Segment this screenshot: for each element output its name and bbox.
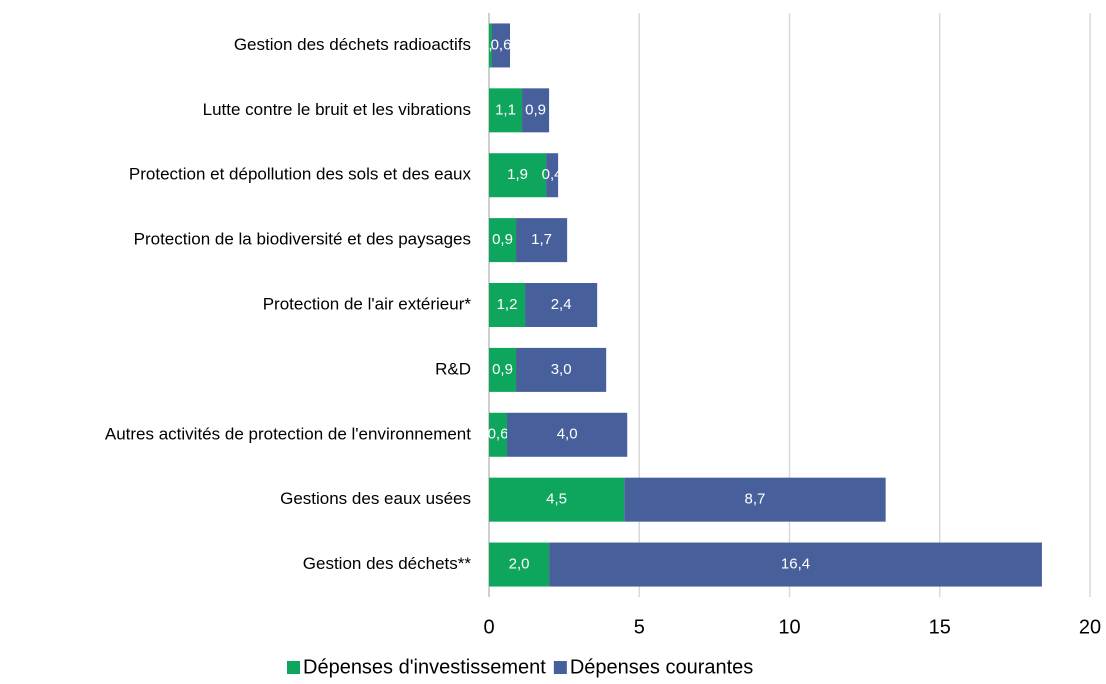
bar-segment [522,88,550,133]
y-tick-label: Protection de la biodiversité et des pay… [134,230,471,249]
data-label: 0,9 [525,101,546,118]
data-label: 2,0 [509,556,530,573]
y-tick-label: Protection de l'air extérieur* [263,294,472,313]
data-label: 0,4 [542,166,563,183]
y-tick-label: Lutte contre le bruit et les vibrations [203,100,471,119]
bar-segment [549,542,1042,587]
bar-segment [489,283,526,327]
x-tick-label: 10 [778,616,800,638]
bar-segment [489,477,625,522]
bar-segment [489,347,517,392]
y-tick-label: Autres activités de protection de l'envi… [105,424,471,443]
bar-segment [489,88,523,133]
data-label: 3,0 [551,361,572,378]
bar-segment [525,283,598,327]
legend-label: Dépenses courantes [570,656,753,678]
x-tick-label: 0 [483,616,494,638]
data-label: 0,6 [488,426,509,443]
bar-segment [489,542,550,587]
legend-label: Dépenses d'investissement [303,656,546,678]
data-label: 8,7 [745,491,766,508]
bar-segment [492,23,511,68]
bar-segment [624,477,886,522]
bar-segment [489,412,508,457]
y-tick-label: Protection et dépollution des sols et de… [129,165,472,184]
data-label: 1,2 [497,296,518,313]
data-label: 16,4 [781,556,810,573]
data-label: 0,9 [492,361,513,378]
data-label: 1,1 [495,101,516,118]
legend-swatch [287,661,300,674]
legend-swatch [553,661,567,674]
bar-segment [516,347,607,392]
bar-segment [546,153,559,198]
bar-segment [489,218,517,263]
y-tick-label: Gestion des déchets radioactifs [234,35,471,54]
data-label: 4,0 [557,426,578,443]
x-tick-label: 5 [634,616,645,638]
bar-segment [516,218,568,263]
bar-segment [489,153,547,198]
bar-segment [489,23,493,68]
data-label: 0,9 [492,231,513,248]
data-label: 1,9 [507,166,528,183]
data-label: 0,6 [491,36,512,53]
y-tick-label: R&D [435,359,471,378]
x-tick-label: 20 [1079,616,1101,638]
data-label: 2,4 [551,296,572,313]
data-label: 1,7 [531,231,552,248]
bar-segment [507,412,628,457]
y-tick-label: Gestions des eaux usées [280,489,471,508]
y-tick-label: Gestion des déchets** [303,554,472,573]
x-tick-label: 15 [929,616,951,638]
data-label: 4,5 [546,491,567,508]
